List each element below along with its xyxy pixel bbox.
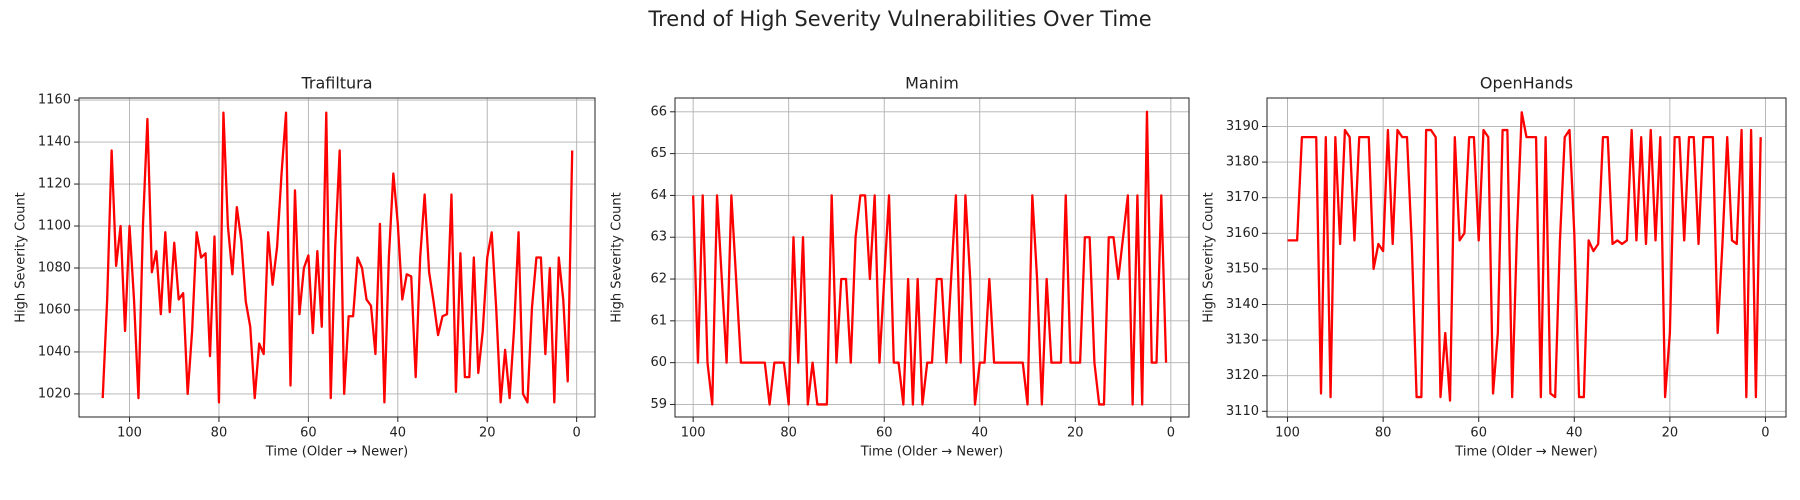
data-line [1287, 111, 1762, 402]
chart-title: Manim [905, 74, 959, 93]
y-tick-label: 60 [650, 355, 667, 370]
y-tick-label: 1040 [38, 344, 71, 359]
x-tick-label: 80 [1375, 426, 1392, 441]
x-tick-label: 0 [573, 426, 581, 441]
x-tick-label: 40 [1566, 426, 1583, 441]
x-tick-label: 80 [211, 426, 228, 441]
y-tick-label: 3120 [1226, 368, 1259, 383]
y-tick-label: 1020 [38, 386, 71, 401]
y-tick-label: 3160 [1226, 226, 1259, 241]
y-tick-label: 65 [650, 146, 667, 161]
x-tick-label: 100 [1275, 426, 1300, 441]
plot-frame [1266, 97, 1787, 418]
y-tick-label: 61 [650, 313, 667, 328]
y-tick-label: 3130 [1226, 333, 1259, 348]
figure-title: Trend of High Severity Vulnerabilities O… [647, 7, 1151, 31]
x-tick-label: 100 [681, 426, 706, 441]
chart-title: Trafiltura [300, 74, 372, 93]
y-tick-label: 3180 [1226, 155, 1259, 170]
y-tick-label: 1120 [38, 177, 71, 192]
y-tick-label: 62 [650, 272, 667, 287]
x-tick-label: 40 [390, 426, 407, 441]
y-axis-label: High Severity Count [14, 192, 29, 322]
chart-title: OpenHands [1480, 74, 1573, 93]
x-axis-label: Time (Older → Newer) [860, 445, 1003, 460]
y-tick-label: 1160 [38, 93, 71, 108]
y-tick-label: 3110 [1226, 404, 1259, 419]
x-tick-label: 60 [1470, 426, 1487, 441]
y-axis-label: High Severity Count [610, 192, 625, 322]
x-tick-label: 0 [1761, 426, 1769, 441]
x-tick-label: 100 [117, 426, 142, 441]
x-axis-label: Time (Older → Newer) [265, 445, 408, 460]
x-tick-label: 80 [780, 426, 797, 441]
y-tick-label: 1060 [38, 302, 71, 317]
y-tick-label: 63 [650, 230, 667, 245]
y-tick-label: 1100 [38, 219, 71, 234]
y-tick-label: 1140 [38, 135, 71, 150]
x-tick-label: 60 [876, 426, 893, 441]
plot-frame [78, 97, 596, 418]
y-tick-label: 3190 [1226, 119, 1259, 134]
y-tick-label: 59 [650, 397, 667, 412]
y-tick-label: 66 [650, 104, 667, 119]
x-tick-label: 20 [479, 426, 496, 441]
x-axis-label: Time (Older → Newer) [1454, 445, 1597, 460]
y-tick-label: 3140 [1226, 297, 1259, 312]
plot-frame [674, 97, 1190, 418]
data-line [692, 110, 1168, 406]
x-tick-label: 0 [1167, 426, 1175, 441]
x-tick-label: 40 [971, 426, 988, 441]
y-tick-label: 1080 [38, 260, 71, 275]
y-tick-label: 64 [650, 188, 667, 203]
x-tick-label: 60 [300, 426, 317, 441]
x-tick-label: 20 [1067, 426, 1084, 441]
y-axis-label: High Severity Count [1202, 192, 1217, 322]
y-tick-label: 3150 [1226, 261, 1259, 276]
x-tick-label: 20 [1662, 426, 1679, 441]
data-line [101, 111, 574, 404]
y-tick-label: 3170 [1226, 190, 1259, 205]
